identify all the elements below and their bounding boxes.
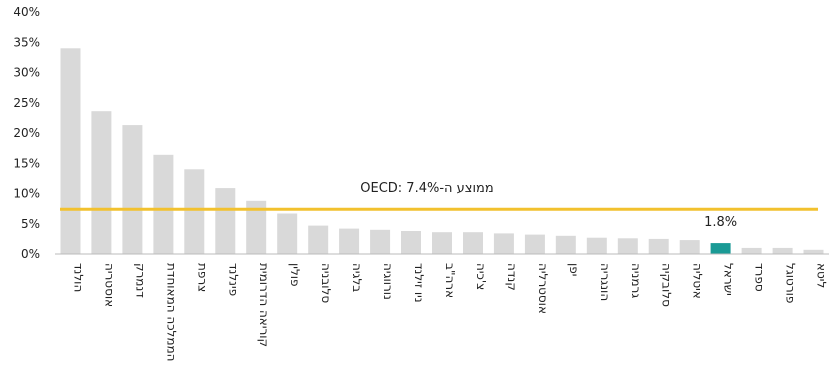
- x-tick-label: ארה"ב: [443, 263, 457, 298]
- y-tick-label: 15%: [13, 156, 40, 170]
- y-axis: 0% 5% 10% 15% 20% 25% 30% 35% 40%: [13, 5, 40, 261]
- x-tick-label: פורטוגל: [784, 263, 798, 303]
- reference-line-group: ממוצע ה-OECD: 7.4% 1.8%: [60, 181, 818, 230]
- bar: [586, 237, 607, 254]
- bar: [524, 234, 545, 254]
- x-tick-label: סלובניה: [319, 263, 333, 303]
- x-tick-label: הממלכה המאוחדת: [164, 263, 178, 362]
- x-tick-label: קנדה: [505, 263, 519, 291]
- bar: [432, 232, 452, 254]
- bar: [803, 249, 824, 254]
- x-tick-label: קוריאה הדרומית: [257, 263, 271, 347]
- bars: [60, 48, 824, 254]
- y-tick-label: 10%: [13, 187, 40, 201]
- x-tick-label: פולין: [288, 263, 302, 287]
- bar: [617, 238, 638, 254]
- y-tick-label: 20%: [13, 126, 40, 140]
- bar: [91, 111, 112, 254]
- bar: [60, 48, 81, 254]
- bar: [741, 247, 762, 254]
- bar: [463, 232, 483, 254]
- x-tick-label: ספרד: [753, 263, 767, 292]
- bar: [339, 228, 360, 254]
- x-tick-label: ישראל: [722, 263, 736, 296]
- y-tick-label: 0%: [21, 247, 40, 261]
- y-tick-label: 35%: [13, 35, 40, 49]
- x-tick-label: אוסטריה: [102, 263, 116, 307]
- x-tick-label: גרמניה: [629, 263, 643, 298]
- bar: [493, 233, 514, 254]
- bar: [401, 231, 421, 254]
- bar: [215, 188, 236, 254]
- bar-highlight: [710, 243, 731, 254]
- x-tick-label: נורווגיה: [381, 263, 395, 300]
- reference-line-label: ממוצע ה-OECD: 7.4%: [360, 181, 493, 196]
- x-tick-label: ניו זילנד: [412, 263, 426, 303]
- y-tick-label: 40%: [13, 5, 40, 19]
- x-tick-label: בלגיה: [350, 263, 364, 292]
- y-tick-label: 30%: [13, 66, 40, 80]
- y-tick-label: 25%: [13, 96, 40, 110]
- x-tick-label: צ'כיה: [474, 263, 488, 290]
- bar: [246, 200, 267, 254]
- x-tick-label: דנמרק: [133, 263, 147, 298]
- highlight-data-label: 1.8%: [704, 215, 737, 230]
- x-tick-label: צרפת: [195, 263, 209, 292]
- x-tick-label: פינלנד: [226, 263, 240, 296]
- x-tick-label: ליטא: [815, 263, 829, 288]
- bar: [308, 225, 329, 254]
- bar: [122, 125, 143, 254]
- bar: [277, 213, 298, 254]
- bar: [648, 238, 669, 254]
- x-tick-label: אוסטרליה: [536, 263, 550, 314]
- bar: [679, 240, 700, 254]
- x-tick-label: סלובקיה: [660, 263, 674, 307]
- y-tick-label: 5%: [21, 217, 40, 231]
- x-tick-label: הונגריה: [598, 263, 612, 301]
- x-tick-label: יפן: [567, 263, 581, 276]
- x-axis: הולנד אוסטריה דנמרק הממלכה המאוחדת צרפת פינלנ…: [55, 253, 829, 362]
- bar: [153, 154, 174, 254]
- bar: [555, 235, 576, 254]
- bar: [370, 229, 391, 254]
- x-tick-label: הולנד: [72, 263, 86, 292]
- x-tick-label: איטליה: [691, 263, 705, 299]
- bar: [772, 247, 793, 254]
- bar: [184, 169, 205, 254]
